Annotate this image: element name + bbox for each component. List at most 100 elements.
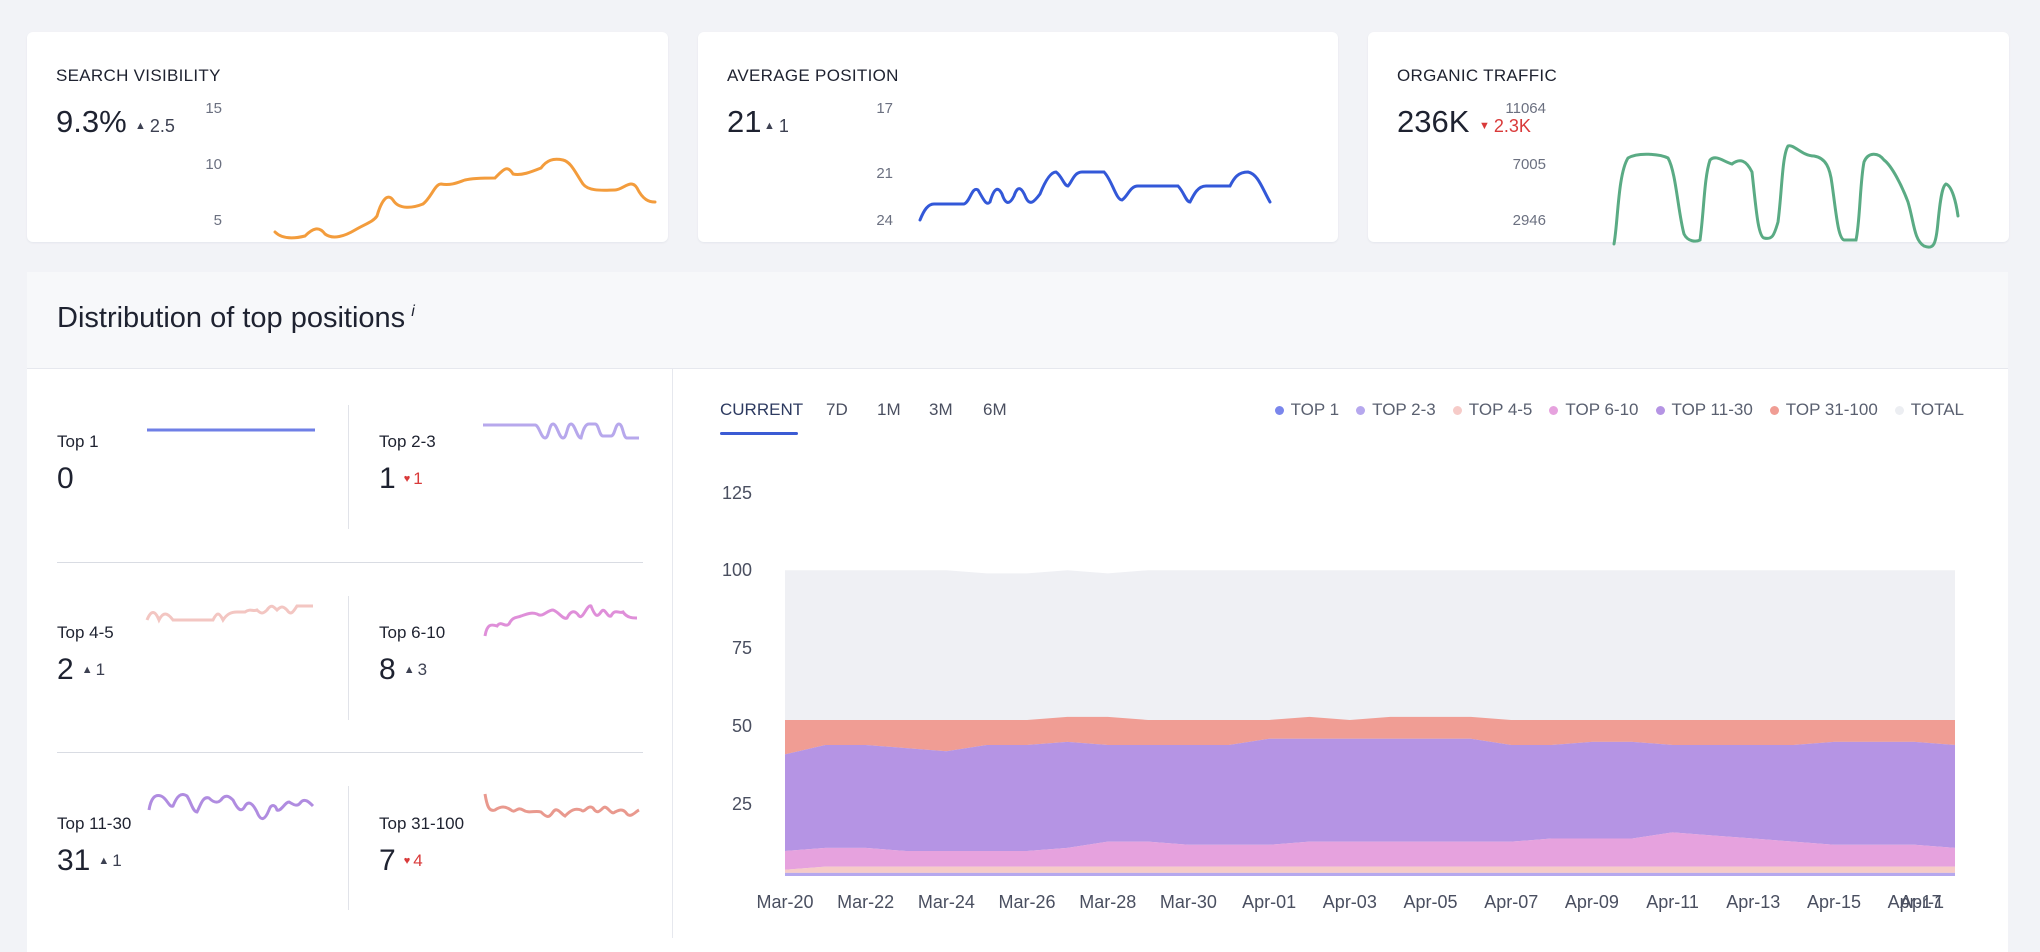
- kpi-value: 21: [727, 104, 762, 139]
- y-axis-tick: 125: [721, 483, 752, 503]
- y-tick: 7005: [1512, 156, 1546, 173]
- grid-divider: [57, 562, 643, 563]
- triangle-up-icon: ▲: [403, 663, 415, 676]
- x-axis-tick: Mar-20: [756, 892, 814, 912]
- tab-3m[interactable]: 3M: [929, 400, 953, 419]
- kpi-card-average-position: AVERAGE POSITION 21 ▲ 1 17 21 24: [698, 32, 1338, 242]
- cell-label-top-11-30: Top 11-30: [57, 814, 132, 833]
- legend-dot-icon: [1356, 405, 1366, 415]
- kpi-delta: ▲ 2.5: [135, 116, 175, 137]
- heart-down-icon: ♥: [403, 854, 411, 867]
- tab-6m[interactable]: 6M: [983, 400, 1007, 419]
- top-1-sparkline: [147, 428, 315, 432]
- grid-divider: [348, 786, 349, 910]
- x-axis-tick: Mar-26: [998, 892, 1056, 912]
- y-tick: 15: [205, 100, 222, 117]
- x-axis-tick: Apr-03: [1322, 892, 1377, 912]
- legend-dot-icon: [1655, 405, 1665, 415]
- kpi-value: 9.3%: [56, 104, 127, 139]
- x-axis-tick: Mar-30: [1159, 892, 1217, 912]
- legend-label: TOTAL: [1910, 400, 1964, 419]
- tab-7d[interactable]: 7D: [826, 400, 848, 419]
- x-axis-tick: Mar-22: [837, 892, 895, 912]
- cell-delta-value: 4: [413, 851, 423, 870]
- x-axis-tick: Apr-05: [1403, 892, 1458, 912]
- cell-value-number: 1: [379, 462, 396, 495]
- cell-value-top-2-3: 1 ♥ 1: [379, 462, 423, 496]
- legend-item[interactable]: TOTAL: [1894, 400, 1964, 420]
- legend-label: TOP 4-5: [1468, 400, 1533, 419]
- kpi-delta: ▲ 1: [764, 116, 789, 137]
- area-top-2-3: [785, 872, 1955, 876]
- legend-item[interactable]: TOP 11-30: [1655, 400, 1753, 420]
- x-axis-tick: Apr-13: [1726, 892, 1781, 912]
- legend-dot-icon: [1894, 405, 1904, 415]
- kpi-delta-value: 1: [778, 116, 789, 136]
- x-axis-tick: Mar-28: [1079, 892, 1137, 912]
- legend-item[interactable]: TOP 31-100: [1769, 400, 1878, 420]
- top-31-100-sparkline: [483, 793, 640, 818]
- cell-label-top-2-3: Top 2-3: [379, 432, 436, 451]
- triangle-up-icon: ▲: [98, 854, 110, 867]
- x-axis-tick: Apr-01: [1242, 892, 1297, 912]
- legend-dot-icon: [1769, 405, 1779, 415]
- y-tick: 24: [876, 212, 893, 229]
- cell-value-number: 0: [57, 462, 74, 495]
- legend-item[interactable]: TOP 1: [1274, 400, 1339, 420]
- cell-value-top-31-100: 7 ♥ 4: [379, 844, 423, 878]
- chart-legend: TOP 1 TOP 2-3 TOP 4-5 TOP 6-10 TOP 11-30 TOP …: [1274, 400, 1964, 420]
- cell-label-top-6-10: Top 6-10: [379, 623, 446, 642]
- y-tick: 21: [876, 165, 893, 182]
- cell-delta-value: 1: [413, 469, 423, 488]
- triangle-up-icon: ▲: [135, 120, 146, 132]
- legend-dot-icon: [1274, 405, 1284, 415]
- y-tick: 17: [876, 100, 893, 117]
- cell-value-top-11-30: 31 ▲ 1: [57, 844, 122, 878]
- y-axis-tick: 50: [731, 716, 752, 736]
- legend-item[interactable]: TOP 6-10: [1549, 400, 1639, 420]
- x-axis-tick: Apr-1: [1899, 892, 1945, 912]
- y-tick: 5: [213, 212, 222, 229]
- kpi-card-search-visibility: SEARCH VISIBILITY 9.3% ▲ 2.5 15 10 5: [27, 32, 668, 242]
- legend-item[interactable]: TOP 2-3: [1356, 400, 1436, 420]
- x-axis-tick: Apr-15: [1806, 892, 1861, 912]
- legend-label: TOP 2-3: [1372, 400, 1436, 419]
- info-icon[interactable]: i: [411, 303, 415, 321]
- cell-value-number: 7: [379, 844, 396, 877]
- y-tick: 2946: [1512, 212, 1546, 229]
- kpi-delta-value: 2.3K: [1493, 116, 1531, 136]
- legend-label: TOP 31-100: [1785, 400, 1878, 419]
- cell-label-top-4-5: Top 4-5: [57, 623, 114, 642]
- legend-dot-icon: [1549, 405, 1559, 415]
- cell-label-top-31-100: Top 31-100: [379, 814, 465, 833]
- kpi-title: AVERAGE POSITION: [727, 66, 899, 85]
- top-11-30-sparkline: [147, 792, 315, 820]
- triangle-up-icon: ▲: [81, 663, 93, 676]
- legend-item[interactable]: TOP 4-5: [1452, 400, 1533, 420]
- y-axis-tick: 75: [731, 638, 752, 658]
- x-axis-tick: Apr-09: [1564, 892, 1619, 912]
- cell-delta-value: 1: [112, 851, 122, 870]
- cell-value-number: 31: [57, 844, 91, 877]
- top-2-3-sparkline: [483, 422, 639, 440]
- tab-current[interactable]: CURRENT: [720, 400, 804, 419]
- legend-label: TOP 11-30: [1671, 400, 1753, 419]
- kpi-title: SEARCH VISIBILITY: [56, 66, 221, 85]
- grid-divider: [57, 752, 643, 753]
- cell-value-top-6-10: 8 ▲ 3: [379, 653, 427, 687]
- top-4-5-sparkline: [145, 604, 313, 624]
- tab-1m[interactable]: 1M: [877, 400, 901, 419]
- cell-delta: ▲ 1: [98, 851, 121, 871]
- grid-divider: [348, 405, 349, 529]
- y-axis-tick: 25: [731, 794, 752, 814]
- area-top-6-10: [785, 832, 1955, 870]
- cell-delta: ♥ 4: [404, 851, 423, 871]
- kpi-delta: ▼ 2.3K: [1479, 116, 1531, 137]
- cell-label-top-1: Top 1: [57, 432, 99, 451]
- y-tick: 11064: [1505, 100, 1546, 117]
- y-axis-tick: 100: [721, 560, 752, 580]
- x-axis-tick: Apr-11: [1646, 892, 1699, 912]
- organic-traffic-sparkline: [1612, 144, 1960, 249]
- cell-value-number: 2: [57, 653, 74, 686]
- distribution-panel-header: [27, 272, 2008, 369]
